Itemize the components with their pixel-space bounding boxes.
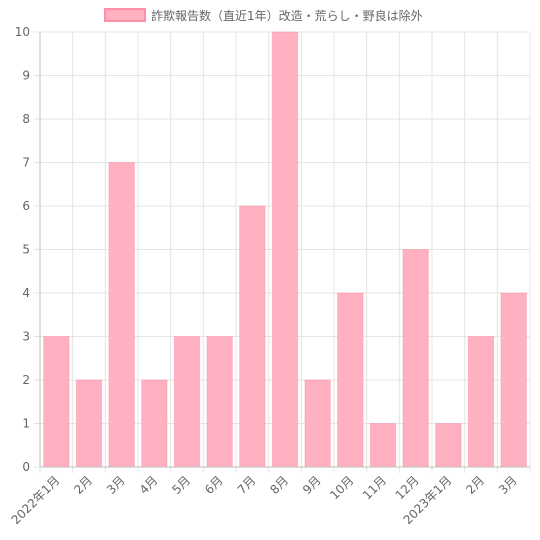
y-tick-labels: 0 1 2 3 4 5 6 7 8 9 10 [15, 25, 30, 474]
x-tick-label: 6月 [202, 473, 226, 497]
x-tick-label: 11月 [360, 473, 389, 502]
bar[interactable] [467, 336, 495, 468]
bar[interactable] [271, 31, 299, 468]
bar[interactable] [337, 292, 364, 468]
y-tick-label: 2 [22, 373, 30, 387]
bar[interactable] [43, 336, 70, 468]
y-tick-label: 1 [22, 417, 30, 431]
y-tick-label: 8 [22, 112, 30, 126]
x-tick-label: 5月 [169, 473, 193, 497]
x-tick-label: 10月 [327, 473, 356, 502]
bar[interactable] [141, 379, 168, 468]
x-tick-label: 2022年1月 [9, 473, 63, 527]
y-tick-label: 10 [15, 25, 30, 39]
legend-swatch [104, 8, 146, 22]
bar[interactable] [402, 249, 429, 468]
bar[interactable] [500, 292, 527, 468]
bar[interactable] [108, 162, 135, 468]
x-tick-label: 12月 [393, 473, 422, 502]
axes [39, 32, 530, 468]
y-tick-label: 7 [22, 156, 30, 170]
legend-label: 詐欺報告数（直近1年）改造・荒らし・野良は除外 [151, 8, 423, 23]
legend[interactable]: 詐欺報告数（直近1年）改造・荒らし・野良は除外 [104, 8, 423, 23]
bar[interactable] [304, 379, 331, 468]
y-tick-label: 3 [22, 330, 30, 344]
x-tick-label: 2月 [463, 473, 487, 497]
x-tick-label: 9月 [300, 473, 324, 497]
x-tick-label: 4月 [137, 473, 161, 497]
x-tick-label: 7月 [235, 473, 259, 497]
y-tick-label: 0 [22, 460, 30, 474]
bars [43, 31, 527, 468]
bar[interactable] [206, 336, 233, 468]
bar[interactable] [369, 423, 397, 468]
x-tick-label: 3月 [104, 473, 128, 497]
y-tick-label: 5 [22, 243, 30, 257]
y-tick-label: 4 [22, 286, 30, 300]
x-tick-label: 8月 [267, 473, 291, 497]
y-tick-label: 9 [22, 69, 30, 83]
bar[interactable] [173, 336, 201, 468]
bar[interactable] [435, 423, 462, 468]
y-tick-label: 6 [22, 199, 30, 213]
x-tick-label: 2月 [71, 473, 95, 497]
x-tick-label: 3月 [496, 473, 520, 497]
bar[interactable] [239, 205, 266, 468]
bar[interactable] [75, 379, 103, 468]
